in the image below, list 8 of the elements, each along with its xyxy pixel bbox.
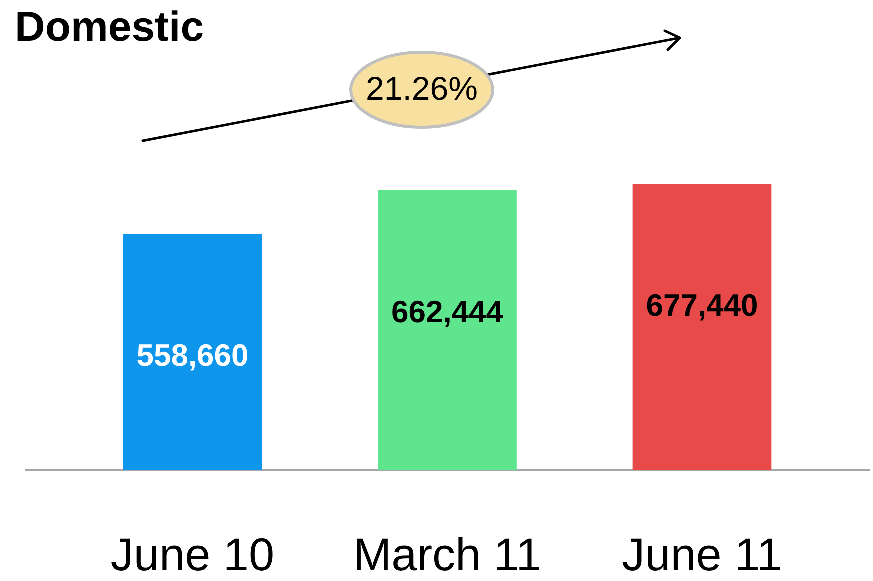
- chart-title: Domestic: [15, 2, 204, 50]
- x-tick-label: June 11: [622, 528, 782, 580]
- x-tick-label: March 11: [353, 528, 542, 580]
- x-tick-label: June 10: [110, 528, 275, 580]
- data-label: 677,440: [646, 288, 758, 323]
- text: 21.26%: [366, 70, 478, 107]
- data-label: 662,444: [391, 294, 504, 330]
- data-label: 558,660: [136, 338, 249, 374]
